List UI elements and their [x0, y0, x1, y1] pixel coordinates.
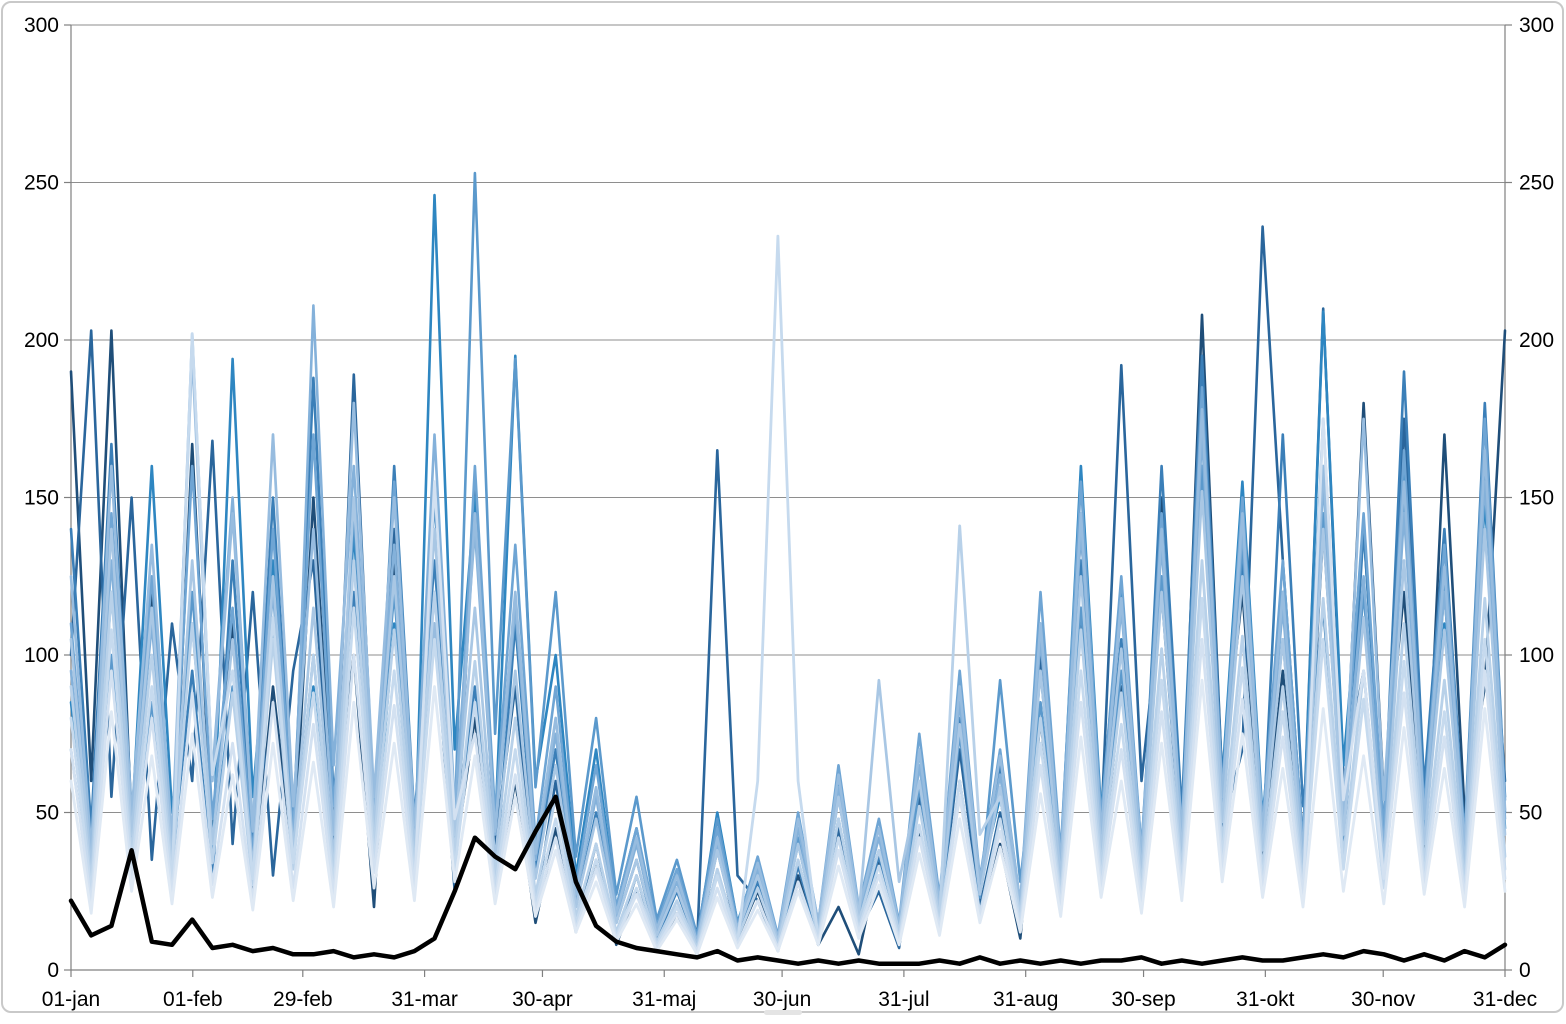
- x-axis-label: 31-maj: [632, 988, 696, 1011]
- y-axis-label-left: 0: [47, 959, 59, 982]
- x-axis-label: 01-jan: [42, 988, 100, 1011]
- x-axis-label: 29-feb: [273, 988, 333, 1011]
- series-blue-08: [69, 351, 1507, 943]
- y-axis-label-left: 200: [24, 329, 59, 352]
- y-axis-label-right: 0: [1519, 959, 1531, 982]
- series-blue-01: [69, 313, 1507, 956]
- y-axis-label-right: 200: [1519, 329, 1554, 352]
- y-axis-label-left: 150: [24, 487, 59, 510]
- x-axis-label: 31-mar: [391, 988, 458, 1011]
- x-axis-label: 30-nov: [1351, 988, 1416, 1011]
- series-blue-13: [69, 678, 1507, 956]
- series-blue-12: [69, 417, 1507, 953]
- chart-canvas: 0 0 50 50 100 100 150 150 200 200 250 250 300 300 01-j…: [24, 14, 1554, 1011]
- y-axis-label-left: 250: [24, 172, 59, 195]
- x-axis-label: 01-feb: [163, 988, 223, 1011]
- x-axis-label: 30-jun: [753, 988, 811, 1011]
- y-axis-label-right: 100: [1519, 644, 1554, 667]
- x-axis-label: 31-jul: [878, 988, 929, 1011]
- y-axis-label-right: 300: [1519, 14, 1554, 37]
- y-axis-label-left: 100: [24, 644, 59, 667]
- y-axis-label-right: 250: [1519, 172, 1554, 195]
- x-axis-label: 31-aug: [993, 988, 1058, 1011]
- x-axis-label: 31-dec: [1473, 988, 1537, 1011]
- x-axis-label: 30-apr: [512, 988, 573, 1011]
- series-blue-10: [69, 524, 1507, 950]
- frame-grip: [763, 1010, 802, 1015]
- y-axis-label-right: 150: [1519, 487, 1554, 510]
- x-axis-label: 30-sep: [1111, 988, 1175, 1011]
- series-highlight-black: [68, 794, 1508, 966]
- y-axis-label-right: 50: [1519, 802, 1542, 825]
- y-axis-label-left: 300: [24, 14, 59, 37]
- series-blue-09: [69, 489, 1507, 947]
- y-axis-label-left: 50: [36, 802, 59, 825]
- series-blue-11: [69, 234, 1507, 953]
- x-axis-label: 31-okt: [1236, 988, 1295, 1011]
